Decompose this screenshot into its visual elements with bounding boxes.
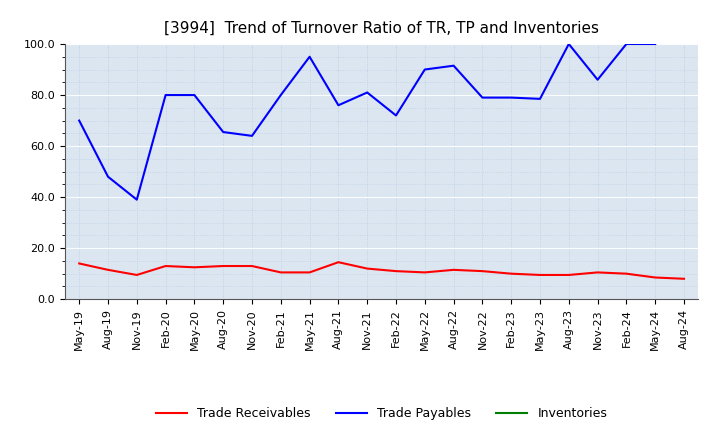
Trade Receivables — [104, 267, 112, 272]
Trade Payables — [392, 113, 400, 118]
Line: Trade Payables: Trade Payables — [79, 44, 655, 200]
Trade Receivables — [593, 270, 602, 275]
Legend: Trade Receivables, Trade Payables, Inventories: Trade Receivables, Trade Payables, Inven… — [151, 403, 612, 425]
Trade Payables — [593, 77, 602, 82]
Trade Payables — [132, 197, 141, 202]
Trade Receivables — [75, 261, 84, 266]
Trade Payables — [305, 54, 314, 59]
Trade Receivables — [536, 272, 544, 278]
Trade Payables — [363, 90, 372, 95]
Trade Receivables — [622, 271, 631, 276]
Trade Receivables — [507, 271, 516, 276]
Trade Payables — [507, 95, 516, 100]
Trade Payables — [248, 133, 256, 139]
Trade Receivables — [449, 267, 458, 272]
Trade Receivables — [564, 272, 573, 278]
Trade Payables — [420, 67, 429, 72]
Trade Payables — [104, 174, 112, 180]
Trade Receivables — [161, 264, 170, 269]
Trade Payables — [536, 96, 544, 102]
Trade Receivables — [305, 270, 314, 275]
Trade Receivables — [219, 264, 228, 269]
Trade Receivables — [276, 270, 285, 275]
Line: Trade Receivables: Trade Receivables — [79, 262, 684, 279]
Trade Payables — [651, 41, 660, 47]
Trade Receivables — [651, 275, 660, 280]
Trade Receivables — [334, 260, 343, 265]
Trade Receivables — [478, 268, 487, 274]
Trade Payables — [75, 118, 84, 123]
Trade Receivables — [190, 265, 199, 270]
Title: [3994]  Trend of Turnover Ratio of TR, TP and Inventories: [3994] Trend of Turnover Ratio of TR, TP… — [164, 21, 599, 36]
Trade Payables — [449, 63, 458, 68]
Trade Payables — [622, 41, 631, 47]
Trade Payables — [161, 92, 170, 98]
Trade Payables — [190, 92, 199, 98]
Trade Payables — [276, 92, 285, 98]
Trade Receivables — [132, 272, 141, 278]
Trade Receivables — [392, 268, 400, 274]
Trade Payables — [478, 95, 487, 100]
Trade Payables — [219, 129, 228, 135]
Trade Receivables — [248, 264, 256, 269]
Trade Payables — [564, 41, 573, 47]
Trade Receivables — [420, 270, 429, 275]
Trade Receivables — [680, 276, 688, 282]
Trade Receivables — [363, 266, 372, 271]
Trade Payables — [334, 103, 343, 108]
